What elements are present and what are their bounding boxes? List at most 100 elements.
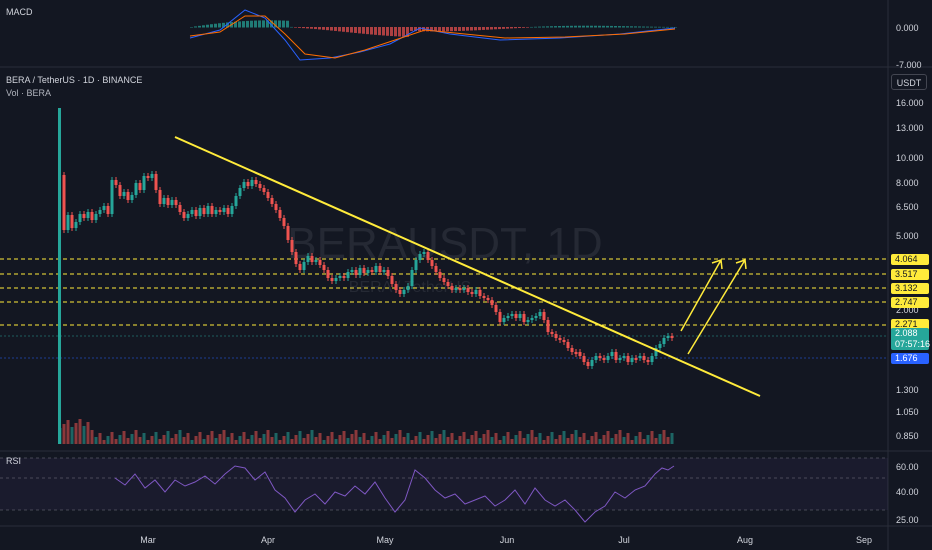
volume-bar [330, 432, 334, 444]
macd-histogram-bar [518, 27, 521, 29]
volume-bar [538, 433, 542, 444]
macd-histogram-bar [330, 27, 333, 31]
volume-bar [302, 438, 306, 444]
volume-bar [126, 438, 130, 444]
candle [270, 198, 274, 204]
macd-histogram-bar [450, 27, 453, 32]
volume-bar [450, 433, 454, 444]
currency-unit-button[interactable]: USDT [891, 74, 927, 90]
candle [626, 356, 630, 362]
candle [538, 312, 542, 316]
macd-histogram-bar [190, 27, 193, 28]
volume-bar [178, 430, 182, 444]
volume-bar [182, 437, 186, 444]
time-axis[interactable]: Mar Apr May Jun Jul Aug Sep [140, 535, 872, 545]
macd-histogram-bar [354, 27, 357, 33]
macd-histogram-bar [310, 27, 313, 29]
macd-histogram-bar [526, 27, 529, 28]
breakout-arrow-2[interactable] [687, 258, 747, 355]
volume-bar [606, 431, 610, 444]
candle [194, 210, 198, 216]
macd-histogram-bar [438, 27, 441, 32]
breakout-arrow-1[interactable] [680, 258, 723, 332]
candle [570, 348, 574, 352]
candle [206, 206, 210, 214]
volume-bar [506, 432, 510, 444]
candle [490, 300, 494, 305]
volume-bar [550, 432, 554, 444]
macd-histogram-bar [534, 26, 537, 28]
candle [322, 265, 326, 270]
volume-bar [458, 436, 462, 444]
macd-histogram-bar [578, 25, 581, 28]
svg-text:1.050: 1.050 [896, 407, 919, 417]
volume-bar [242, 432, 246, 444]
macd-histogram-bar [374, 27, 377, 35]
macd-histogram-bar [206, 24, 209, 28]
volume-bar [454, 440, 458, 444]
candle [118, 185, 122, 196]
volume-bar [354, 430, 358, 444]
volume-bar [358, 437, 362, 444]
candle [150, 174, 154, 178]
volume-bar [654, 438, 658, 444]
svg-text:40.00: 40.00 [896, 487, 919, 497]
volume-bar [294, 435, 298, 444]
volume-info[interactable]: Vol · BERA [6, 88, 52, 98]
volume-bar [478, 438, 482, 444]
candle [350, 270, 354, 272]
volume-bar [186, 433, 190, 444]
macd-histogram-bar [298, 27, 301, 28]
volume-bar [82, 426, 86, 444]
volume-bar [446, 437, 450, 444]
volume-bar [246, 439, 250, 444]
volume-bar [414, 436, 418, 444]
macd-histogram-bar [194, 26, 197, 28]
macd-histogram-bar [370, 27, 373, 35]
macd-histogram-bar [266, 20, 269, 28]
macd-histogram-bar [274, 20, 277, 28]
price-axis[interactable]: 16.000 13.000 10.000 8.000 6.500 5.000 2… [896, 98, 924, 441]
volume-bar [402, 437, 406, 444]
svg-text:Jun: Jun [500, 535, 515, 545]
candle [390, 276, 394, 284]
candle [462, 288, 466, 290]
symbol-info[interactable]: BERA / TetherUS · 1D · BINANCE [6, 75, 143, 85]
macd-histogram-bar [670, 26, 673, 28]
volume-bar [110, 432, 114, 444]
volume-bar [210, 431, 214, 444]
volume-bar [386, 431, 390, 444]
volume-bar [118, 435, 122, 444]
volume-bar [562, 431, 566, 444]
volume-bar [502, 436, 506, 444]
volume-bar [262, 434, 266, 444]
candle [74, 222, 78, 228]
volume-bar [226, 437, 230, 444]
macd-histogram-bar [218, 23, 221, 28]
candle [254, 180, 258, 184]
volume-bar [306, 434, 310, 444]
volume-bar [282, 436, 286, 444]
macd-histogram-bar [546, 26, 549, 28]
candle [554, 334, 558, 338]
macd-histogram-bar [234, 21, 237, 28]
candle [542, 312, 546, 320]
volume-bar [154, 432, 158, 444]
volume-bar [650, 431, 654, 444]
macd-histogram-bar [458, 27, 461, 31]
volume-bar [670, 433, 674, 444]
macd-histogram-bar [326, 27, 329, 31]
macd-histogram-bar [258, 20, 261, 28]
candle [410, 270, 414, 286]
volume-bar [474, 431, 478, 444]
volume-bar [638, 432, 642, 444]
candle [362, 268, 366, 273]
macd-histogram-bar [506, 27, 509, 29]
svg-text:0.000: 0.000 [896, 23, 919, 33]
volume-bar [230, 433, 234, 444]
volume-bar [322, 440, 326, 444]
downtrend-line[interactable] [174, 136, 761, 397]
candle [382, 270, 386, 272]
volume-bar [442, 430, 446, 444]
